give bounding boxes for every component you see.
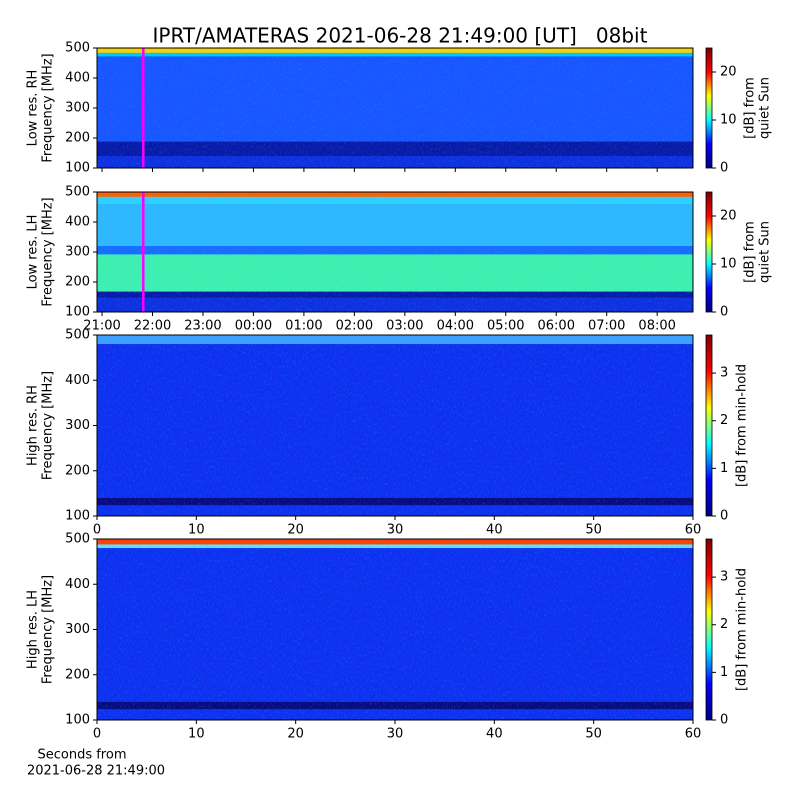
- heatmap-texture: [97, 539, 693, 720]
- x-tick-label: 30: [387, 523, 404, 538]
- y-tick-label: 100: [65, 713, 90, 728]
- colorbar: [705, 538, 713, 721]
- colorbar: [705, 334, 713, 517]
- y-tick-label: 100: [65, 161, 90, 176]
- x-tick-label: 50: [585, 727, 602, 742]
- colorbar-tick-label: 0: [720, 713, 728, 728]
- chart-title: IPRT/AMATERAS 2021-06-28 21:49:00 [UT] 0…: [153, 24, 648, 48]
- colorbar-tick-label: 0: [720, 509, 728, 524]
- y-tick-label: 500: [65, 328, 90, 343]
- colorbar-tick-label: 20: [720, 209, 737, 224]
- colorbar-tick-label: 0: [720, 305, 728, 320]
- heatmap-texture: [97, 335, 693, 516]
- colorbar-label: quiet Sun: [758, 77, 773, 139]
- y-tick-label: 200: [65, 131, 90, 146]
- x-tick-label: 05:00: [487, 319, 524, 334]
- colorbar-label: [dB] from min-hold: [735, 568, 750, 691]
- x-tick-label: 50: [585, 523, 602, 538]
- y-tick-label: 400: [65, 577, 90, 592]
- colorbar-label: [dB] from: [743, 77, 758, 139]
- y-tick-label: 200: [65, 463, 90, 478]
- x-tick-label: 10: [188, 727, 205, 742]
- heatmap-texture: [97, 192, 693, 312]
- x-tick-label: 40: [486, 523, 503, 538]
- x-tick-label: 03:00: [386, 319, 423, 334]
- x-tick-label: 02:00: [336, 319, 373, 334]
- y-axis-label: Frequency [MHz]: [41, 575, 56, 684]
- colorbar-tick-label: 10: [720, 257, 737, 272]
- x-tick-label: 22:00: [134, 319, 171, 334]
- y-axis-label: Low res. RH: [26, 70, 41, 147]
- x-tick-label: 07:00: [588, 319, 625, 334]
- y-tick-label: 400: [65, 215, 90, 230]
- colorbar-tick-label: 3: [720, 366, 728, 381]
- y-axis-label: High res. LH: [26, 590, 41, 669]
- y-tick-label: 400: [65, 71, 90, 86]
- y-tick-label: 100: [65, 509, 90, 524]
- colorbar-label: [dB] from: [743, 221, 758, 283]
- colorbar-label: quiet Sun: [758, 221, 773, 283]
- x-tick-label: 23:00: [184, 319, 221, 334]
- colorbar-tick-label: 1: [720, 461, 728, 476]
- y-tick-label: 100: [65, 305, 90, 320]
- y-tick-label: 500: [65, 532, 90, 547]
- x-tick-label: 20: [287, 523, 304, 538]
- x-tick-label: 00:00: [235, 319, 272, 334]
- colorbar-tick-label: 0: [720, 161, 728, 176]
- x-tick-label: 08:00: [638, 319, 675, 334]
- x-tick-label: 21:00: [83, 319, 120, 334]
- x-tick-label: 0: [93, 523, 101, 538]
- x-tick-label: 30: [387, 727, 404, 742]
- x-tick-label: 06:00: [538, 319, 575, 334]
- colorbar-tick-label: 3: [720, 570, 728, 585]
- y-axis-label: Frequency [MHz]: [41, 53, 56, 162]
- colorbar-tick-label: 1: [720, 665, 728, 680]
- colorbar-tick-label: 10: [720, 113, 737, 128]
- y-tick-label: 300: [65, 622, 90, 637]
- x-tick-label: 01:00: [285, 319, 322, 334]
- y-tick-label: 400: [65, 373, 90, 388]
- colorbar-tick-label: 2: [720, 413, 728, 428]
- heatmap-texture: [97, 48, 693, 168]
- x-tick-label: 40: [486, 727, 503, 742]
- x-axis-label: 2021-06-28 21:49:00: [27, 764, 165, 779]
- y-tick-label: 300: [65, 245, 90, 260]
- y-tick-label: 500: [65, 185, 90, 200]
- x-tick-label: 0: [93, 727, 101, 742]
- x-tick-label: 20: [287, 727, 304, 742]
- y-tick-label: 500: [65, 41, 90, 56]
- colorbar: [705, 47, 713, 169]
- x-tick-label: 04:00: [437, 319, 474, 334]
- y-tick-label: 200: [65, 275, 90, 290]
- x-tick-label: 60: [685, 727, 702, 742]
- colorbar-tick-label: 2: [720, 617, 728, 632]
- y-tick-label: 200: [65, 667, 90, 682]
- x-axis-label: Seconds from: [37, 748, 126, 763]
- y-axis-label: High res. RH: [26, 385, 41, 466]
- y-axis-label: Frequency [MHz]: [41, 371, 56, 480]
- y-axis-label: Low res. LH: [26, 215, 41, 290]
- colorbar-label: [dB] from min-hold: [735, 364, 750, 487]
- y-tick-label: 300: [65, 418, 90, 433]
- y-tick-label: 300: [65, 101, 90, 116]
- y-axis-label: Frequency [MHz]: [41, 197, 56, 306]
- colorbar: [705, 191, 713, 313]
- x-tick-label: 10: [188, 523, 205, 538]
- colorbar-tick-label: 20: [720, 65, 737, 80]
- x-tick-label: 60: [685, 523, 702, 538]
